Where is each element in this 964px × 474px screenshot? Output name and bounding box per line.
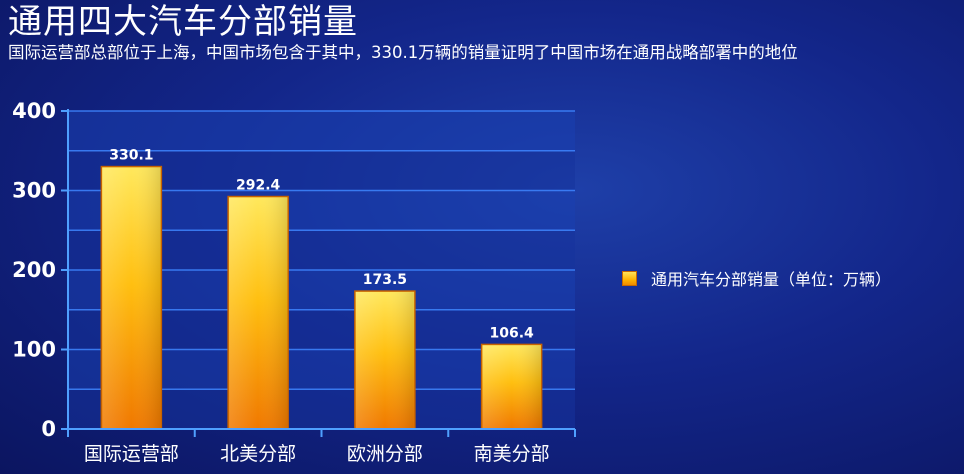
- x-tick-label: 欧洲分部: [347, 443, 423, 465]
- x-tick-label: 南美分部: [474, 443, 550, 465]
- y-tick-label: 100: [12, 338, 56, 362]
- y-tick-label: 0: [41, 417, 56, 441]
- bar-data-label: 173.5: [363, 272, 407, 288]
- y-tick-label: 400: [12, 99, 56, 123]
- legend: 通用汽车分部销量（单位：万辆）: [622, 266, 891, 290]
- x-tick-label: 国际运营部: [84, 443, 179, 465]
- plot-band: [68, 111, 575, 151]
- bar-shading: [355, 292, 414, 428]
- bar-shading: [229, 197, 288, 428]
- bar-shading: [102, 167, 161, 428]
- legend-swatch: [622, 270, 637, 286]
- bar-data-label: 330.1: [109, 148, 153, 164]
- bar-data-label: 292.4: [236, 178, 281, 194]
- bar-data-label: 106.4: [489, 325, 534, 341]
- chart-title: 通用四大汽车分部销量: [8, 2, 358, 42]
- legend-label: 通用汽车分部销量（单位：万辆）: [651, 270, 892, 289]
- chart-subtitle: 国际运营部总部位于上海，中国市场包含于其中，330.1万辆的销量证明了中国市场在…: [8, 43, 798, 62]
- x-tick-label: 北美分部: [220, 443, 296, 465]
- y-tick-label: 200: [12, 258, 56, 282]
- y-tick-label: 300: [12, 179, 56, 203]
- bar-shading: [482, 345, 541, 428]
